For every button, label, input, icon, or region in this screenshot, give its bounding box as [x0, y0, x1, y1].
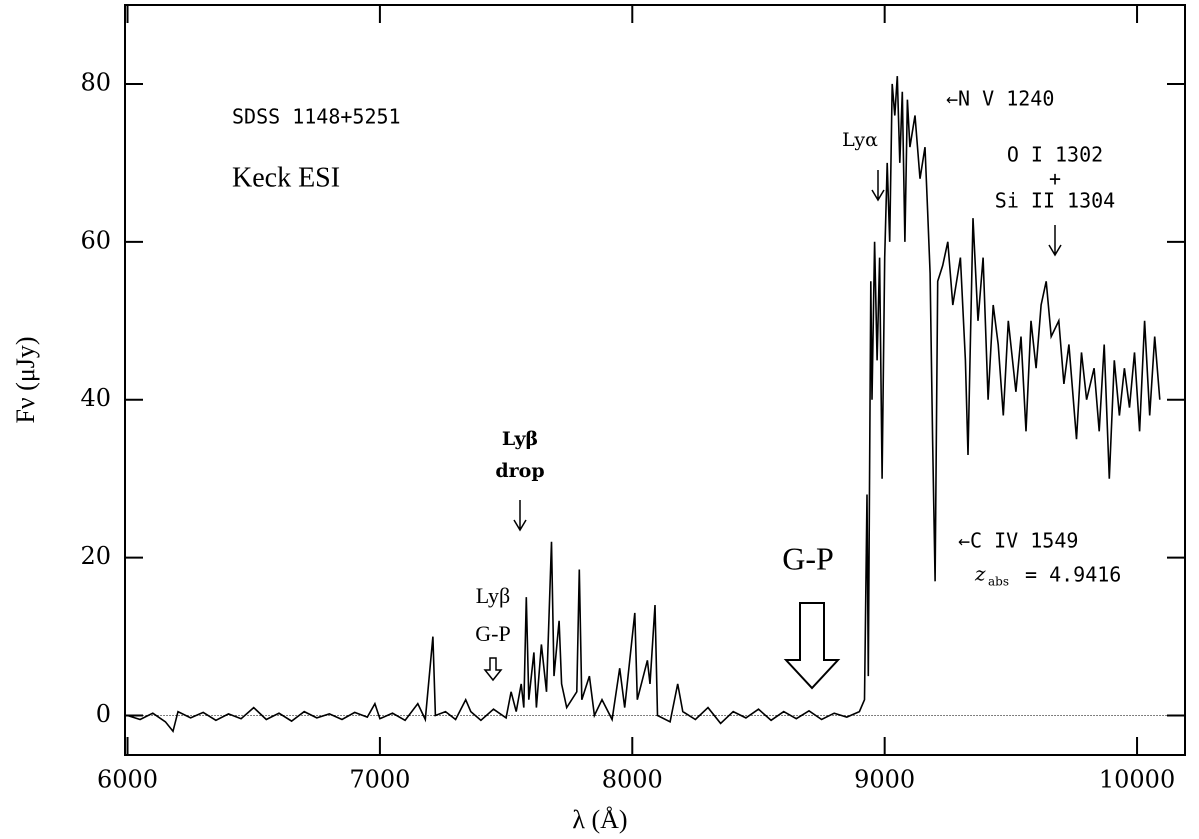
spectrum-line [127, 76, 1161, 734]
annotation: abs [988, 575, 1009, 589]
arrows [483, 170, 1062, 690]
annotation: drop [495, 460, 544, 482]
annotation: + [1049, 167, 1061, 191]
x-tick-label: 8000 [602, 766, 663, 794]
x-tick-label: 10000 [1099, 766, 1175, 794]
annotation: z [974, 562, 986, 586]
instrument-label: Keck ESI [232, 162, 340, 193]
y-tick-label: 20 [80, 542, 111, 570]
y-tick-label: 40 [80, 384, 111, 412]
annotation: Lyβ [502, 428, 538, 450]
annotation: Lyβ [476, 583, 510, 608]
x-tick-label: 6000 [97, 766, 158, 794]
y-tick-label: 60 [80, 226, 111, 254]
x-axis-label: λ (Å) [572, 805, 627, 834]
y-axis-label: Fν (μJy) [11, 336, 40, 423]
object-label: SDSS 1148+5251 [232, 105, 401, 129]
annotation: ←C IV 1549 [958, 529, 1078, 553]
annotation: G-P [782, 540, 834, 576]
x-tick-label: 9000 [854, 766, 915, 794]
annotation: O I 1302 [1007, 143, 1103, 167]
y-tick-label: 80 [80, 68, 111, 96]
plot-frame [124, 4, 1186, 756]
annotation: Lyα [842, 129, 878, 151]
annotation: = 4.9416 [1025, 563, 1121, 587]
annotation: ←N V 1240 [946, 87, 1054, 111]
x-tick-label: 7000 [349, 766, 410, 794]
annotation: Si II 1304 [995, 189, 1115, 213]
annotation: G-P [475, 621, 510, 646]
y-tick-label: 0 [96, 700, 111, 728]
